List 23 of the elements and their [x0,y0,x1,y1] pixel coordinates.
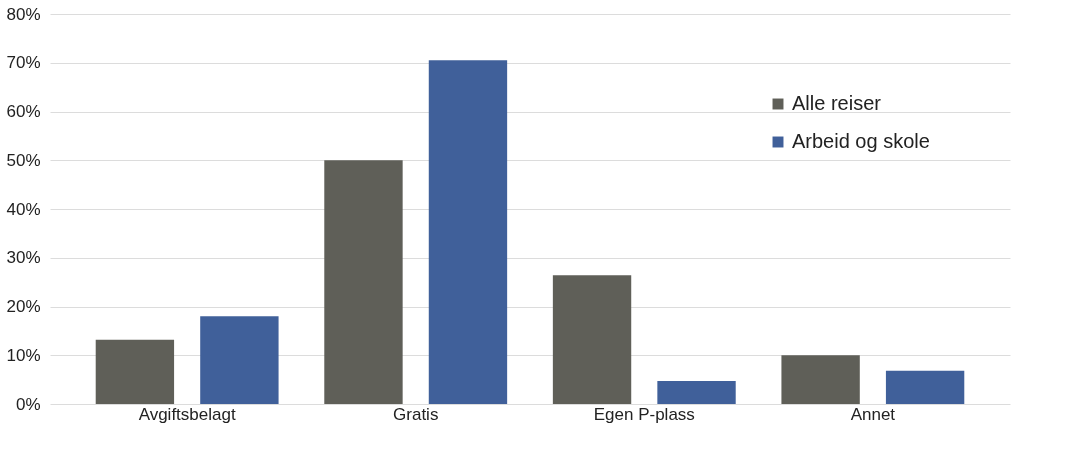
x-tick-label: Gratis [393,404,439,424]
bar [428,60,508,404]
bar [200,316,279,404]
legend-label: Arbeid og skole [792,130,930,152]
y-tick-label: 10% [6,345,41,365]
y-tick-label: 20% [6,297,41,316]
bar [95,339,175,404]
bar [324,160,403,404]
y-tick-label: 50% [6,150,41,170]
bar [552,275,632,404]
x-tick-label: Egen P-plass [593,404,695,424]
legend-label: Alle reiser [792,92,882,114]
y-tick-label: 40% [6,199,41,219]
x-tick-label: Avgiftsbelagt [138,404,236,424]
bar [885,370,965,404]
bar [657,381,736,404]
bar [781,355,860,404]
y-tick-label: 60% [6,102,41,121]
x-tick-label: Annet [850,404,896,424]
y-tick-label: 80% [6,4,41,24]
y-tick-label: 30% [6,248,41,268]
y-tick-label: 0% [15,394,41,414]
y-tick-label: 70% [6,53,41,73]
